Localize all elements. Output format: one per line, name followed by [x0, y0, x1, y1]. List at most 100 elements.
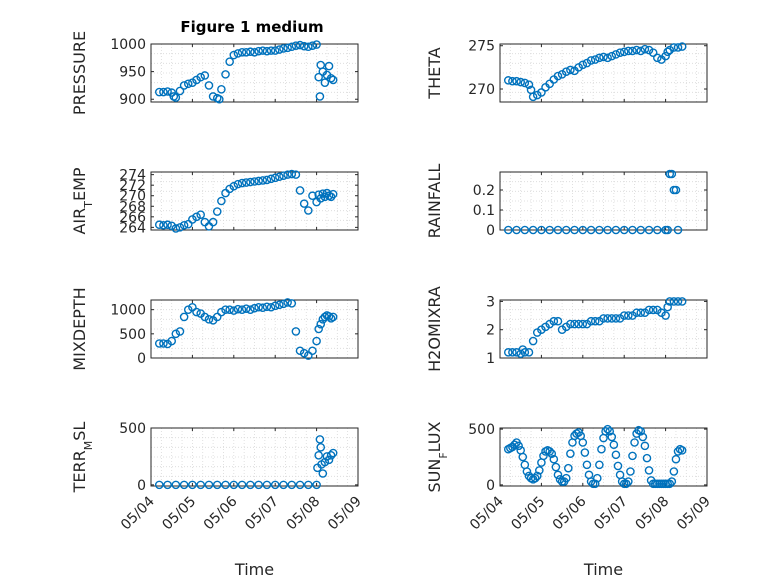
- data-point: [204, 222, 214, 231]
- data-point: [283, 298, 292, 307]
- data-point: [183, 305, 193, 314]
- data-point: [528, 336, 538, 346]
- data-point: [673, 297, 683, 306]
- data-point: [665, 297, 675, 306]
- y-tick-label: 500: [119, 421, 146, 437]
- y-axis-label: THETA: [425, 47, 444, 99]
- data-point: [192, 212, 201, 222]
- data-point: [291, 41, 301, 50]
- data-point: [510, 440, 519, 450]
- data-point: [516, 77, 526, 87]
- data-point: [324, 312, 334, 321]
- data-point: [237, 480, 247, 490]
- data-point: [539, 451, 548, 461]
- data-point: [578, 225, 588, 235]
- data-point: [553, 316, 563, 326]
- data-point: [312, 40, 321, 49]
- data-point: [636, 46, 646, 56]
- data-point: [266, 302, 276, 312]
- data-point: [179, 81, 189, 90]
- data-point: [295, 346, 305, 356]
- data-point: [295, 40, 305, 50]
- data-point: [279, 171, 288, 180]
- data-point: [661, 311, 670, 320]
- y-tick-label: 0: [486, 478, 495, 494]
- data-point: [254, 480, 263, 490]
- data-point: [304, 351, 313, 360]
- data-point: [326, 450, 336, 460]
- data-point: [628, 225, 637, 235]
- data-point: [621, 479, 631, 489]
- data-point: [648, 305, 658, 315]
- data-point: [601, 427, 610, 436]
- subplot-8: 0 500 SUNFLUX 05/04 05/05 05/06 05/07 05/08 05/0…: [425, 421, 714, 579]
- data-point: [640, 441, 650, 451]
- data-point: [315, 435, 325, 444]
- data-point: [532, 471, 542, 481]
- data-point: [217, 307, 226, 317]
- data-point: [318, 469, 328, 478]
- data-point: [595, 460, 604, 470]
- data-point: [595, 225, 604, 235]
- data-point: [611, 314, 621, 323]
- x-tick-label: 05/06: [550, 493, 590, 533]
- data-point: [279, 480, 288, 490]
- data-point: [671, 185, 681, 195]
- data-point: [586, 316, 596, 326]
- data-point: [291, 170, 301, 179]
- data-point: [295, 480, 305, 490]
- data-point: [175, 223, 185, 232]
- data-point: [520, 225, 530, 235]
- data-point: [246, 177, 255, 187]
- data-point: [246, 305, 255, 314]
- data-point: [624, 46, 633, 56]
- data-point: [159, 220, 168, 230]
- data-point: [254, 176, 263, 186]
- data-point: [619, 47, 629, 57]
- data-point: [254, 46, 263, 56]
- data-point: [522, 467, 532, 476]
- data-point: [312, 480, 321, 490]
- y-axis-label: TERRMSL: [70, 422, 95, 494]
- data-point: [154, 480, 164, 490]
- data-point: [163, 480, 172, 490]
- data-point: [233, 49, 243, 58]
- data-point: [667, 477, 677, 486]
- data-point: [545, 447, 554, 456]
- data-point: [566, 65, 575, 75]
- y-axis-label: PRESSURE: [70, 31, 89, 115]
- data-point: [545, 225, 554, 235]
- data-point: [237, 47, 247, 57]
- data-point: [229, 480, 239, 490]
- data-point: [291, 327, 301, 336]
- x-tick-label: 05/09: [325, 494, 365, 534]
- x-tick-label: 05/08: [284, 494, 324, 534]
- data-point: [229, 181, 239, 191]
- data-point: [266, 46, 276, 55]
- data-point: [279, 299, 288, 309]
- x-tick-label: 05/06: [201, 493, 241, 533]
- data-point: [607, 51, 617, 61]
- data-point: [555, 475, 565, 484]
- data-point: [192, 307, 201, 317]
- data-point: [328, 189, 338, 199]
- y-tick-label: 2: [486, 323, 495, 339]
- data-point: [320, 312, 330, 322]
- data-point: [530, 473, 540, 483]
- data-point: [553, 225, 563, 235]
- data-point: [516, 349, 526, 359]
- data-point: [630, 438, 639, 447]
- data-point: [171, 329, 181, 339]
- data-point: [632, 308, 641, 318]
- data-point: [553, 71, 563, 81]
- data-point: [673, 225, 683, 235]
- data-point: [179, 312, 189, 322]
- data-point: [512, 225, 521, 235]
- data-point: [229, 50, 239, 60]
- data-point: [188, 480, 197, 490]
- data-point: [549, 454, 559, 464]
- data-point: [324, 455, 334, 465]
- data-point: [590, 55, 600, 64]
